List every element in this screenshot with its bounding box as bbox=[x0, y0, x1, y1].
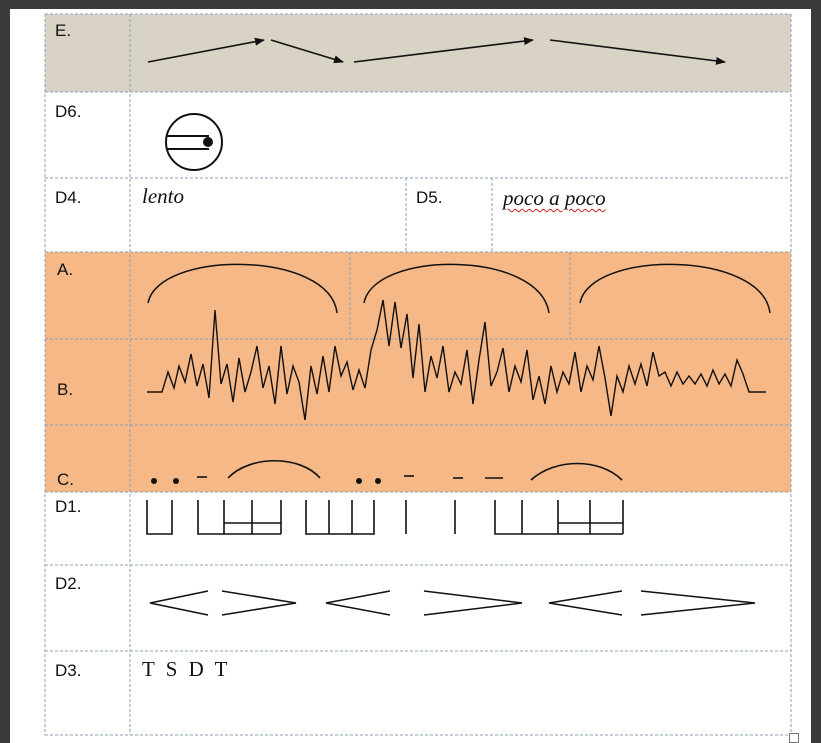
dots-dashes-arcs-icon bbox=[151, 460, 623, 484]
arrows-trajectory-icon bbox=[147, 37, 726, 65]
window-frame-top bbox=[0, 0, 821, 9]
row-label-e: E. bbox=[55, 21, 72, 40]
row-label-a: A. bbox=[57, 260, 74, 279]
window-frame-right bbox=[811, 0, 821, 743]
rhythm-brackets-icon bbox=[146, 500, 624, 535]
row-label-d1: D1. bbox=[55, 497, 82, 516]
phrase-arcs-icon bbox=[147, 263, 771, 314]
table-grid bbox=[44, 13, 792, 736]
row-label-c: C. bbox=[57, 470, 74, 489]
row-e-background bbox=[45, 14, 791, 92]
tempo-lento-text: lento bbox=[142, 184, 184, 208]
row-label-d2: D2. bbox=[55, 574, 82, 593]
row-label-d4: D4. bbox=[55, 188, 82, 207]
row-label-d6: D6. bbox=[55, 102, 82, 121]
circle-with-dot-and-lines-icon bbox=[165, 113, 223, 171]
row-abc-background bbox=[45, 252, 791, 492]
hairpins-icon bbox=[149, 590, 756, 616]
harmony-functions-text: T S D T bbox=[142, 657, 231, 681]
row-label-b: B. bbox=[57, 380, 74, 399]
window-frame-left bbox=[0, 0, 10, 743]
row-label-d3: D3. bbox=[55, 661, 82, 680]
table-resize-handle[interactable] bbox=[789, 733, 799, 743]
jagged-waveform-icon bbox=[147, 299, 766, 421]
row-label-d5: D5. bbox=[416, 188, 443, 207]
tempo-poco-a-poco-text: poco a poco bbox=[503, 186, 606, 210]
